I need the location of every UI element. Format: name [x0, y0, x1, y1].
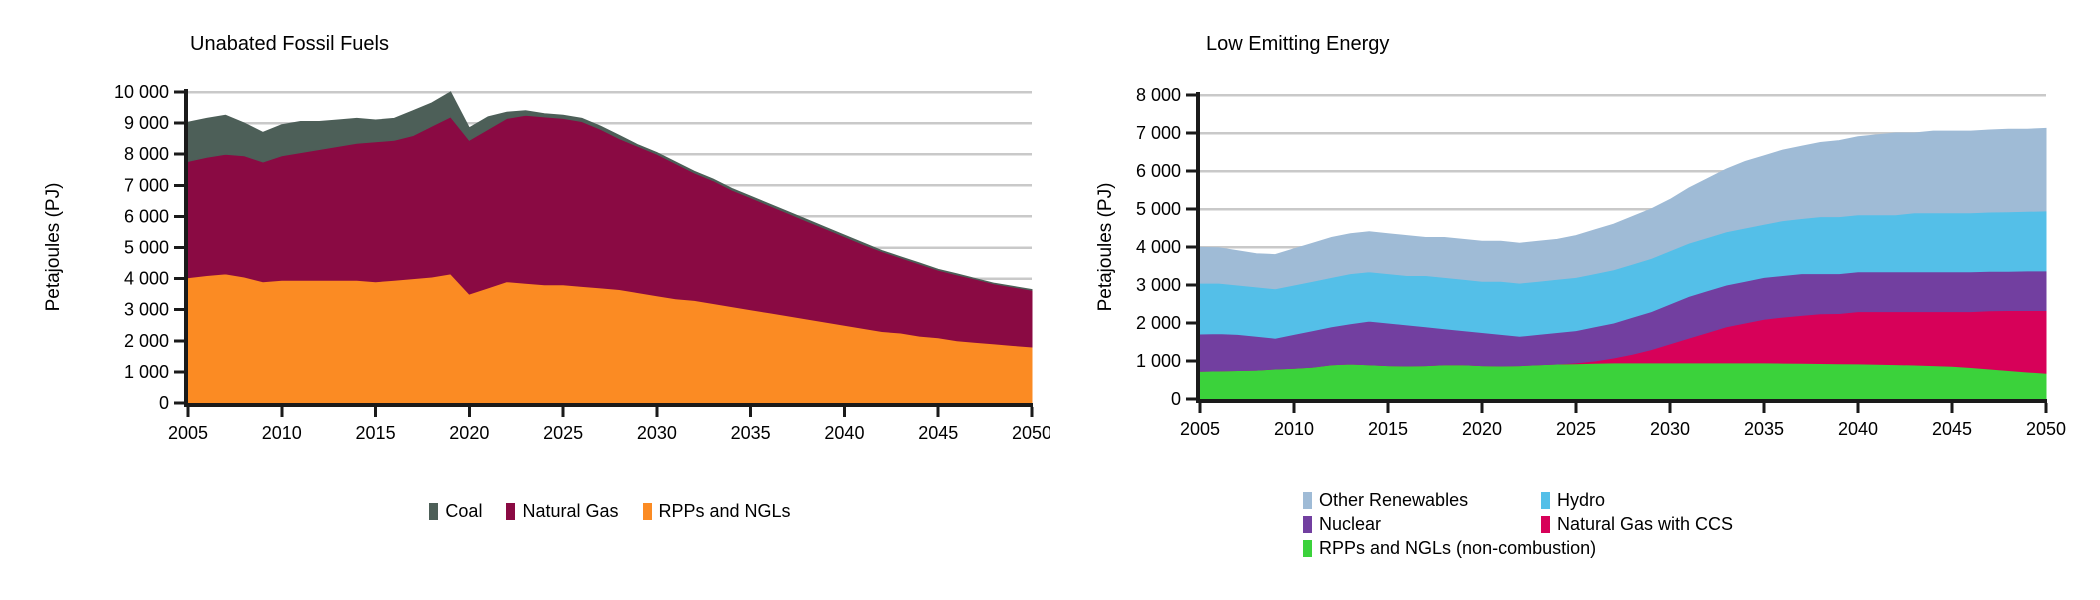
legend-label: Natural Gas [522, 501, 619, 521]
svg-text:4 000: 4 000 [124, 269, 169, 289]
svg-text:2005: 2005 [1180, 419, 1220, 439]
svg-text:1 000: 1 000 [1136, 351, 1181, 371]
svg-text:2040: 2040 [824, 423, 864, 443]
svg-text:6 000: 6 000 [1136, 161, 1181, 181]
chart-title: Low Emitting Energy [1206, 33, 1390, 55]
svg-text:6 000: 6 000 [124, 206, 169, 226]
svg-text:0: 0 [159, 393, 169, 413]
svg-text:2015: 2015 [1368, 419, 1408, 439]
legend-item-rpps-and-ngls: RPPs and NGLs [642, 501, 791, 522]
legend-label: Other Renewables [1319, 490, 1469, 510]
svg-text:0: 0 [1171, 389, 1181, 409]
legend: Coal Natural Gas RPPs and NGLs [188, 501, 1032, 522]
svg-text:2010: 2010 [262, 423, 302, 443]
legend-column: Other Renewables Nuclear RPPs and NGLs (no… [1303, 490, 1596, 559]
legend-swatch [642, 503, 652, 520]
svg-text:2045: 2045 [918, 423, 958, 443]
svg-text:10 000: 10 000 [114, 82, 169, 102]
svg-text:7 000: 7 000 [124, 175, 169, 195]
svg-text:4 000: 4 000 [1136, 237, 1181, 257]
svg-text:2020: 2020 [449, 423, 489, 443]
svg-text:2 000: 2 000 [1136, 313, 1181, 333]
svg-text:2030: 2030 [637, 423, 677, 443]
legend-label: RPPs and NGLs [658, 501, 791, 521]
svg-text:7 000: 7 000 [1136, 123, 1181, 143]
legend-swatch [1303, 492, 1312, 509]
svg-text:2050: 2050 [1012, 423, 1050, 443]
plot-area-low-emitting: 0 1 000 2 000 3 000 4 000 5 000 6 000 7 000 8 00… [1136, 85, 2066, 439]
legend-label: Natural Gas with CCS [1557, 514, 1734, 534]
svg-text:1 000: 1 000 [124, 362, 169, 382]
svg-text:2015: 2015 [356, 423, 396, 443]
legend-item-natural-gas-with-ccs: Natural Gas with CCS [1541, 514, 1733, 535]
legend-swatch [506, 503, 516, 520]
svg-text:9 000: 9 000 [124, 113, 169, 133]
svg-text:3 000: 3 000 [1136, 275, 1181, 295]
svg-text:2025: 2025 [1556, 419, 1596, 439]
svg-text:5 000: 5 000 [1136, 199, 1181, 219]
svg-text:2005: 2005 [168, 423, 208, 443]
legend-column: Hydro Natural Gas with CCS [1541, 490, 1733, 559]
y-axis-title: Petajoules (PJ) [1095, 182, 1116, 312]
plot-area-unabated: 0 1 000 2 000 3 000 4 000 5 000 6 000 7 000 8 00… [114, 82, 1050, 443]
legend-swatch [1303, 540, 1312, 557]
svg-text:2025: 2025 [543, 423, 583, 443]
svg-text:2050: 2050 [2026, 419, 2066, 439]
legend-swatch [1303, 516, 1312, 533]
svg-text:5 000: 5 000 [124, 238, 169, 258]
svg-text:8 000: 8 000 [1136, 85, 1181, 105]
legend-swatch [1541, 492, 1550, 509]
legend-swatch [1541, 516, 1550, 533]
svg-text:8 000: 8 000 [124, 144, 169, 164]
legend-item-other-renewables: Other Renewables [1303, 490, 1541, 511]
legend-item-natural-gas: Natural Gas [506, 501, 619, 522]
chart-low-emitting-energy: 0 1 000 2 000 3 000 4 000 5 000 6 000 7 000 8 00… [1050, 0, 2100, 600]
legend-swatch [429, 503, 439, 520]
legend-item-coal: Coal [429, 501, 482, 522]
legend-label: Nuclear [1319, 514, 1382, 534]
legend-item-hydro: Hydro [1541, 490, 1733, 511]
legend-item-rpps-and-ngls-non-combustion: RPPs and NGLs (non-combustion) [1303, 538, 1596, 559]
svg-text:2 000: 2 000 [124, 331, 169, 351]
svg-text:2040: 2040 [1838, 419, 1878, 439]
svg-text:2030: 2030 [1650, 419, 1690, 439]
svg-text:2010: 2010 [1274, 419, 1314, 439]
svg-text:2020: 2020 [1462, 419, 1502, 439]
legend-label: Hydro [1557, 490, 1606, 510]
chart-title: Unabated Fossil Fuels [190, 33, 389, 55]
svg-text:2035: 2035 [1744, 419, 1784, 439]
svg-text:2035: 2035 [731, 423, 771, 443]
legend: Other Renewables Nuclear RPPs and NGLs (no… [1303, 490, 1733, 559]
legend-label: RPPs and NGLs (non-combustion) [1319, 538, 1597, 558]
chart-unabated-fossil-fuels: 0 1 000 2 000 3 000 4 000 5 000 6 000 7 000 8 00… [43, 33, 1050, 522]
svg-text:3 000: 3 000 [124, 300, 169, 320]
legend-label: Coal [445, 501, 483, 521]
y-axis-title: Petajoules (PJ) [43, 182, 64, 312]
legend-item-nuclear: Nuclear [1303, 514, 1541, 535]
svg-text:2045: 2045 [1932, 419, 1972, 439]
